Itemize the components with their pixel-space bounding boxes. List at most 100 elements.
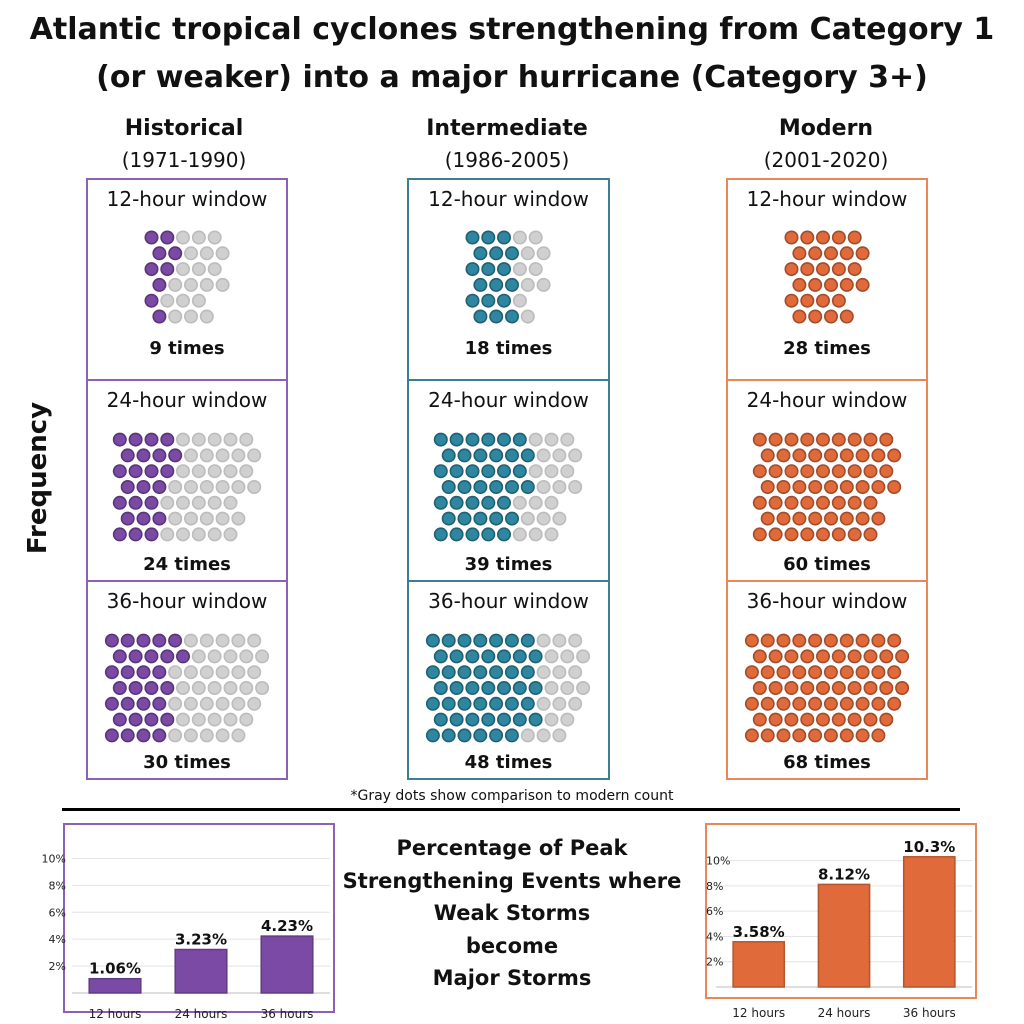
comparison-dot: [247, 696, 262, 711]
event-dot: [847, 680, 862, 695]
event-dot: [144, 712, 159, 727]
x-tick-label: 12 hours: [89, 1007, 142, 1021]
event-dot: [489, 696, 504, 711]
comparison-dot: [223, 680, 238, 695]
chart-title-line-2: (or weaker) into a major hurricane (Cate…: [96, 60, 928, 95]
comparison-dot: [568, 479, 583, 494]
comparison-dot: [536, 665, 551, 680]
comparison-dot: [528, 495, 543, 510]
y-tick-label: 6%: [706, 905, 723, 918]
event-dot: [520, 633, 535, 648]
event-dot: [808, 309, 823, 324]
event-dot: [512, 464, 527, 479]
comparison-dot: [207, 649, 222, 664]
event-dot: [473, 246, 488, 261]
event-dot: [839, 511, 854, 526]
comparison-dot: [239, 432, 254, 447]
event-dot: [752, 680, 767, 695]
percentage-title-line: become: [465, 933, 559, 958]
x-tick-label: 36 hours: [261, 1007, 314, 1021]
event-dot: [744, 728, 759, 743]
event-dot: [136, 728, 151, 743]
event-dot: [816, 495, 831, 510]
comparison-dot: [520, 246, 535, 261]
event-dot: [505, 246, 520, 261]
event-dot: [895, 649, 910, 664]
event-dot: [497, 432, 512, 447]
event-dot: [768, 432, 783, 447]
event-dot: [168, 448, 183, 463]
comparison-dot: [207, 680, 222, 695]
event-dot: [863, 712, 878, 727]
event-dot: [760, 728, 775, 743]
event-dot: [816, 432, 831, 447]
event-dot: [831, 527, 846, 542]
comparison-dot: [199, 728, 214, 743]
era-range-modern: (2001-2020): [763, 148, 889, 172]
event-dot: [473, 277, 488, 292]
comparison-dot: [215, 633, 230, 648]
event-dot: [120, 448, 135, 463]
event-dot: [824, 511, 839, 526]
event-dot: [887, 479, 902, 494]
comparison-dot: [552, 633, 567, 648]
bar-value-label: 10.3%: [903, 838, 955, 856]
event-dot: [497, 680, 512, 695]
comparison-dot: [247, 479, 262, 494]
comparison-dot: [255, 649, 270, 664]
event-dot: [887, 696, 902, 711]
event-dot: [144, 432, 159, 447]
percentage-title-line: Weak Storms: [433, 901, 591, 925]
event-dot: [800, 230, 815, 245]
event-dot: [433, 680, 448, 695]
event-dot: [768, 649, 783, 664]
panel-divider: [409, 379, 608, 381]
event-dot: [823, 696, 838, 711]
bar-24-hours: [817, 883, 871, 988]
event-dot: [449, 432, 464, 447]
comparison-dot: [512, 262, 527, 277]
comparison-dot: [528, 230, 543, 245]
count-label-24h: 39 times: [464, 554, 553, 575]
event-dot: [160, 432, 175, 447]
event-dot: [473, 448, 488, 463]
event-dot: [760, 665, 775, 680]
event-dot: [839, 246, 854, 261]
comparison-dot: [191, 293, 206, 308]
event-dot: [441, 511, 456, 526]
comparison-dot: [544, 464, 559, 479]
comparison-dot: [160, 293, 175, 308]
comparison-dot: [176, 230, 191, 245]
comparison-dot: [168, 479, 183, 494]
comparison-dot: [231, 511, 246, 526]
comparison-dot: [160, 527, 175, 542]
event-dot: [831, 432, 846, 447]
comparison-dot: [536, 728, 551, 743]
event-dot: [824, 309, 839, 324]
event-dot: [855, 479, 870, 494]
panel-divider: [409, 580, 608, 582]
event-dot: [112, 432, 127, 447]
event-dot: [528, 712, 543, 727]
event-dot: [481, 712, 496, 727]
event-dot: [831, 293, 846, 308]
bar-36-hours: [260, 935, 314, 994]
event-dot: [112, 680, 127, 695]
comparison-dot: [168, 696, 183, 711]
event-dot: [823, 728, 838, 743]
event-dot: [481, 262, 496, 277]
event-dot: [784, 262, 799, 277]
event-dot: [465, 495, 480, 510]
comparison-dot: [231, 448, 246, 463]
event-dot: [449, 712, 464, 727]
event-dot: [808, 633, 823, 648]
y-tick-label: 10%: [706, 855, 730, 868]
comparison-dot: [215, 665, 230, 680]
comparison-dot: [207, 527, 222, 542]
comparison-dot: [168, 511, 183, 526]
event-dot: [433, 649, 448, 664]
event-dot: [504, 696, 519, 711]
event-dot: [760, 448, 775, 463]
event-dot: [144, 680, 159, 695]
comparison-dot: [176, 464, 191, 479]
